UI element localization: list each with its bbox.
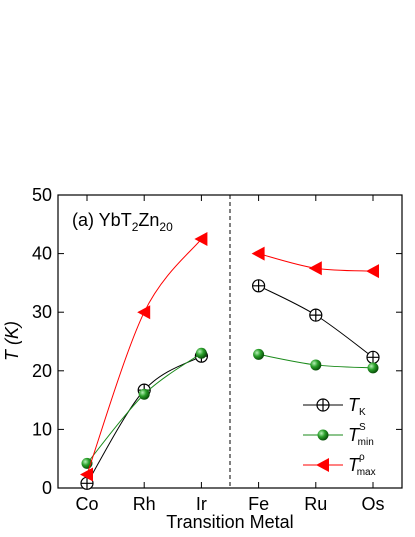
y-tick-label: 50 xyxy=(32,185,52,205)
y-tick-label: 0 xyxy=(42,478,52,498)
y-tick-label: 20 xyxy=(32,361,52,381)
x-tick-label: Co xyxy=(75,494,98,514)
legend-text: ρ xyxy=(359,452,365,463)
data-point xyxy=(252,279,266,293)
data-point xyxy=(194,231,208,246)
legend-text: T xyxy=(348,395,361,415)
marker-cross xyxy=(317,399,329,411)
data-point xyxy=(251,246,265,261)
y-axis-label: T (K) xyxy=(2,321,22,361)
y-tick-label: 30 xyxy=(32,302,52,322)
data-point xyxy=(366,350,380,364)
legend-label: TK xyxy=(348,395,366,418)
legend-text: max xyxy=(357,467,376,478)
x-tick-label: Fe xyxy=(248,494,269,514)
x-tick-label: Rh xyxy=(133,494,156,514)
data-point xyxy=(366,264,379,279)
series-line xyxy=(86,355,202,484)
data-point xyxy=(308,261,322,276)
data-point xyxy=(80,467,93,482)
y-tick-label: 10 xyxy=(32,419,52,439)
series-line xyxy=(86,352,202,464)
legend-text: K xyxy=(359,407,366,418)
legend-marker xyxy=(316,398,330,412)
legend-text: T xyxy=(348,425,361,445)
annotation: (a) YbT2Zn20 xyxy=(72,210,173,234)
data-point xyxy=(367,362,379,374)
legend-text: T xyxy=(348,455,361,475)
data-point xyxy=(253,348,265,360)
data-point xyxy=(137,305,151,320)
x-axis-label: Transition Metal xyxy=(166,512,293,532)
y-tick-label: 40 xyxy=(32,244,52,264)
data-point xyxy=(138,388,150,400)
series-line xyxy=(86,238,202,475)
data-point xyxy=(309,308,323,322)
legend-text: min xyxy=(358,437,374,448)
data-point xyxy=(195,347,207,359)
marker-cross xyxy=(252,279,265,292)
x-tick-label: Ir xyxy=(196,494,207,514)
marker-cross xyxy=(81,477,93,490)
marker-cross xyxy=(367,351,379,364)
data-point xyxy=(310,359,322,371)
marker-cross xyxy=(309,309,322,322)
x-tick-label: Ru xyxy=(304,494,327,514)
legend-label: TS min xyxy=(348,422,374,448)
legend-text: S xyxy=(359,422,366,433)
legend-marker xyxy=(316,458,329,472)
legend-label: Tρ max xyxy=(348,452,376,478)
legend-marker xyxy=(317,429,329,441)
x-tick-label: Os xyxy=(361,494,384,514)
